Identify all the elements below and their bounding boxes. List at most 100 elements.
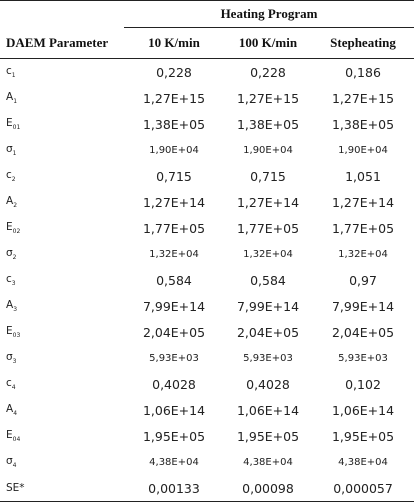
- header-blank-cell: [0, 0, 124, 28]
- parameter-subscript: 3: [11, 280, 16, 287]
- value-cell: 2,04E+05: [331, 324, 395, 340]
- value-cell: 1,27E+15: [142, 90, 206, 106]
- table-row: SE* 0,00133 0,00098 0,000057: [0, 475, 414, 502]
- value-cell: 0,97: [349, 272, 377, 288]
- value-cell: 1,06E+14: [142, 402, 206, 418]
- parameter-symbol: c: [6, 65, 12, 77]
- parameter-symbol: σ: [6, 455, 13, 467]
- table-row: σ4 4,38E+04 4,38E+04 4,38E+04: [0, 449, 414, 475]
- parameter-symbol: E: [6, 221, 13, 233]
- value-cell: 1,06E+14: [236, 402, 300, 418]
- table-row: σ1 1,90E+04 1,90E+04 1,90E+04: [0, 137, 414, 163]
- parameter-subscript: 4: [12, 462, 17, 469]
- parameter-subscript: 1: [11, 72, 16, 79]
- value-cell: 2,04E+05: [142, 324, 206, 340]
- column-header-stepheating: Stepheating: [312, 27, 414, 59]
- parameter-symbol: A: [6, 91, 14, 103]
- value-cell: 0,4028: [246, 376, 290, 392]
- value-cell: 7,99E+14: [236, 298, 300, 314]
- value-cell: 0,00133: [124, 475, 224, 502]
- value-cell: 1,32E+04: [338, 248, 388, 260]
- parameter-name-cell: E04: [0, 423, 124, 449]
- value-cell: 1,77E+05: [142, 220, 206, 236]
- value-cell: 1,051: [345, 168, 381, 184]
- value-cell: 5,93E+03: [149, 352, 199, 364]
- parameter-name-cell: c4: [0, 371, 124, 397]
- parameter-subscript: 1: [12, 150, 17, 157]
- parameter-symbol: E: [6, 429, 13, 441]
- value-cell: 2,04E+05: [236, 324, 300, 340]
- value-cell: 0,715: [156, 168, 192, 184]
- parameter-name-cell: E03: [0, 319, 124, 345]
- parameter-name-cell: A1: [0, 85, 124, 111]
- parameter-name-cell: σ4: [0, 449, 124, 475]
- value-cell: 7,99E+14: [142, 298, 206, 314]
- value-cell: 0,228: [156, 64, 192, 80]
- table-row: σ3 5,93E+03 5,93E+03 5,93E+03: [0, 345, 414, 371]
- value-cell: 5,93E+03: [338, 352, 388, 364]
- parameter-name-cell: SE*: [0, 475, 124, 502]
- value-cell: 1,77E+05: [236, 220, 300, 236]
- value-cell: 1,32E+04: [243, 248, 293, 260]
- parameter-symbol: c: [6, 377, 12, 389]
- parameter-name-cell: E01: [0, 111, 124, 137]
- parameter-symbol: σ: [6, 351, 13, 363]
- table-row: A4 1,06E+14 1,06E+14 1,06E+14: [0, 397, 414, 423]
- value-cell: 1,27E+15: [236, 90, 300, 106]
- table-row: c2 0,715 0,715 1,051: [0, 163, 414, 189]
- parameter-name-cell: A4: [0, 397, 124, 423]
- parameter-subscript: 03: [12, 332, 21, 339]
- value-cell: 1,90E+04: [243, 144, 293, 156]
- parameter-subscript: 1: [13, 98, 18, 105]
- parameter-symbol: c: [6, 273, 12, 285]
- parameter-symbol: E: [6, 325, 13, 337]
- parameter-name-cell: σ3: [0, 345, 124, 371]
- table-row: E02 1,77E+05 1,77E+05 1,77E+05: [0, 215, 414, 241]
- value-cell: 0,186: [345, 64, 381, 80]
- table-row: A1 1,27E+15 1,27E+15 1,27E+15: [0, 85, 414, 111]
- parameter-symbol: SE*: [6, 482, 25, 494]
- parameter-name-cell: c2: [0, 163, 124, 189]
- parameter-symbol: A: [6, 299, 14, 311]
- column-header-parameter: DAEM Parameter: [0, 27, 124, 59]
- parameter-name-cell: c3: [0, 267, 124, 293]
- parameter-symbol: σ: [6, 247, 13, 259]
- parameter-subscript: 02: [12, 228, 21, 235]
- value-cell: 1,27E+14: [236, 194, 300, 210]
- value-cell: 0,584: [156, 272, 192, 288]
- value-cell: 0,584: [250, 272, 286, 288]
- parameter-symbol: A: [6, 195, 14, 207]
- table-row: E03 2,04E+05 2,04E+05 2,04E+05: [0, 319, 414, 345]
- value-cell: 1,95E+05: [142, 428, 206, 444]
- value-cell: 0,102: [345, 376, 381, 392]
- parameter-subscript: 3: [12, 358, 17, 365]
- parameter-symbol: σ: [6, 143, 13, 155]
- parameter-subscript: 2: [11, 176, 16, 183]
- parameter-subscript: 2: [12, 254, 17, 261]
- table-row: E04 1,95E+05 1,95E+05 1,95E+05: [0, 423, 414, 449]
- column-header-10-kmin: 10 K/min: [124, 27, 224, 59]
- value-cell: 4,38E+04: [149, 456, 199, 468]
- table-row: σ2 1,32E+04 1,32E+04 1,32E+04: [0, 241, 414, 267]
- table-body: c1 0,228 0,228 0,186 A1 1,27E+15 1,27E+15 1,27E…: [0, 59, 414, 502]
- table-row: c4 0,4028 0,4028 0,102: [0, 371, 414, 397]
- table-row: c1 0,228 0,228 0,186: [0, 59, 414, 86]
- value-cell: 0,4028: [152, 376, 196, 392]
- parameter-symbol: A: [6, 403, 14, 415]
- value-cell: 1,38E+05: [331, 116, 395, 132]
- group-header-heating-program: Heating Program: [124, 0, 414, 28]
- value-cell: 1,32E+04: [149, 248, 199, 260]
- parameter-name-cell: A3: [0, 293, 124, 319]
- parameter-subscript: 4: [13, 410, 18, 417]
- parameter-symbol: E: [6, 117, 13, 129]
- value-cell: 1,27E+14: [142, 194, 206, 210]
- value-cell: 0,715: [250, 168, 286, 184]
- value-cell: 4,38E+04: [338, 456, 388, 468]
- parameter-symbol: c: [6, 169, 12, 181]
- parameter-name-cell: σ1: [0, 137, 124, 163]
- table-row: A2 1,27E+14 1,27E+14 1,27E+14: [0, 189, 414, 215]
- parameter-subscript: 04: [12, 436, 21, 443]
- parameter-subscript: 4: [11, 384, 16, 391]
- parameter-name-cell: A2: [0, 189, 124, 215]
